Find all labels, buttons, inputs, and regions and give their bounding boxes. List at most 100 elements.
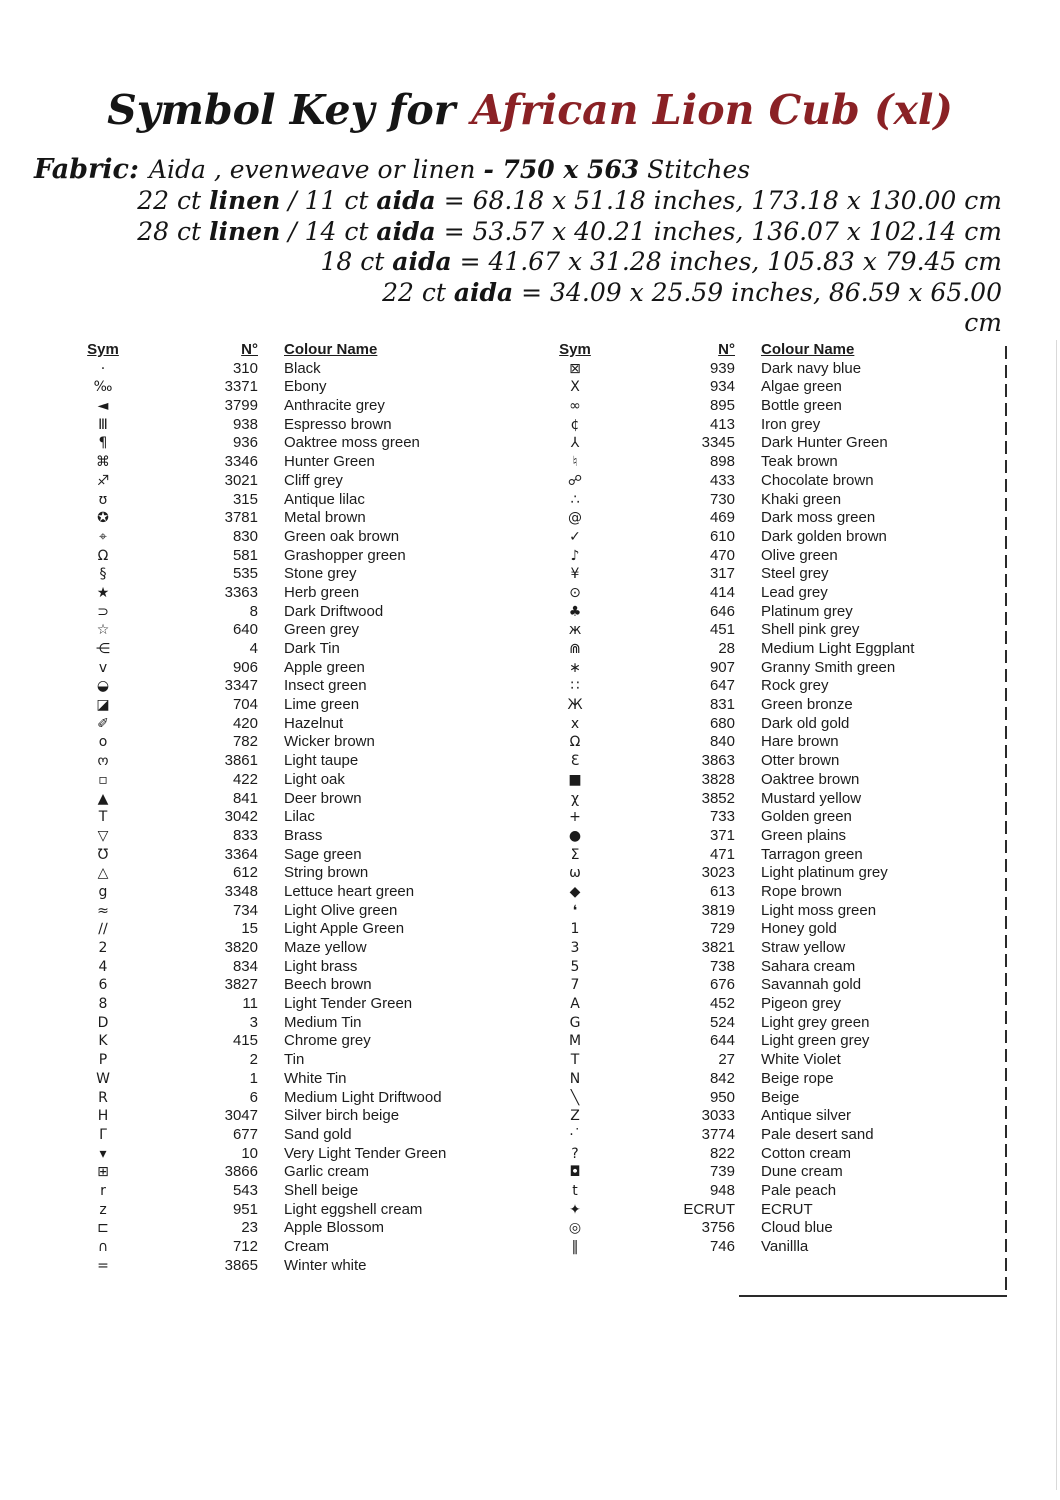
text-segment: = 68.18 x 51.18 inches, 173.18 x 130.00 … xyxy=(435,186,1002,215)
table-row: G 524 Light grey green xyxy=(532,1014,914,1033)
number-cell: 746 xyxy=(709,1238,735,1255)
number-cell: 3820 xyxy=(224,939,258,956)
table-row: t 948 Pale peach xyxy=(532,1182,914,1201)
symbol-cell: r xyxy=(100,1182,106,1199)
number-cell: 420 xyxy=(232,714,258,732)
colour-name-cell: Light moss green xyxy=(761,901,877,919)
table-row: 4 834 Light brass xyxy=(60,958,446,977)
colour-name-cell: Bottle green xyxy=(761,397,842,415)
symbol-cell: ☍ xyxy=(567,472,583,489)
colour-name-cell: Insect green xyxy=(284,677,367,695)
number-cell: 704 xyxy=(232,696,258,714)
symbol-cell: ● xyxy=(568,827,582,844)
colour-name-cell: Oaktree brown xyxy=(761,770,860,788)
table-row: @469 Dark moss green xyxy=(532,509,914,528)
title-prefix: Symbol Key for xyxy=(107,86,456,134)
colour-name-cell: Medium Light Eggplant xyxy=(761,640,915,657)
table-row: ✪ 3781 Metal brown xyxy=(60,509,446,528)
colour-name-cell: Green plains xyxy=(761,826,847,844)
table-row: ⊞ 3866 Garlic cream xyxy=(60,1163,446,1182)
table-row: 3 3821 Straw yellow xyxy=(532,939,914,958)
symbol-cell: ? xyxy=(571,1145,579,1162)
colour-name-cell: Steel grey xyxy=(761,565,829,583)
symbol-cell: Ʊ xyxy=(97,846,109,863)
fabric-line: Fabric: Aida , evenweave or linen - 750 x… xyxy=(34,154,750,185)
number-cell: 712 xyxy=(232,1238,258,1255)
colour-name-cell: Light Tender Green xyxy=(284,995,413,1013)
symbol-cell: ◄ xyxy=(97,398,109,415)
table-row: Σ 471 Tarragon green xyxy=(532,846,914,865)
table-row: A 452 Pigeon grey xyxy=(532,995,914,1014)
table-row: ‰ 3371 Ebony xyxy=(60,378,446,397)
number-cell: 939 xyxy=(709,359,735,377)
header-colour-name: Colour Name xyxy=(761,341,855,358)
table-row: ∕∕ 15 Light Apple Green xyxy=(60,920,446,939)
symbol-cell: 6 xyxy=(98,977,108,994)
number-cell: 433 xyxy=(709,471,735,489)
number-cell: 833 xyxy=(232,826,258,844)
text-segment: aida xyxy=(453,277,514,307)
symbol-cell: ♣ xyxy=(568,603,582,620)
colour-name-cell: Light taupe xyxy=(284,752,359,770)
table-row: ? 822 Cotton cream xyxy=(532,1145,914,1164)
table-row: ● 371 Green plains xyxy=(532,827,914,846)
number-cell: 422 xyxy=(232,770,258,788)
table-row: ♣ 646 Platinum grey xyxy=(532,603,914,622)
colour-name-cell: Deer brown xyxy=(284,789,362,807)
symbol-cell: ∞ xyxy=(569,398,581,415)
colour-name-cell: Cloud blue xyxy=(761,1219,833,1237)
colour-name-cell: Light grey green xyxy=(761,1013,870,1031)
colour-name-cell: Light eggshell cream xyxy=(284,1200,423,1218)
size-line: 18 ct aida = 41.67 x 31.28 inches, 105.8… xyxy=(137,247,1002,278)
table-row: · 310 Black xyxy=(60,360,446,379)
colour-name-cell: Grashopper green xyxy=(284,546,406,564)
table-row: o 782 Wicker brown xyxy=(60,733,446,752)
colour-name-cell: Hazelnut xyxy=(284,714,344,732)
table-row: △ 612 String brown xyxy=(60,864,446,883)
number-cell: 842 xyxy=(709,1069,735,1087)
number-cell: 15 xyxy=(241,920,258,938)
colour-name-cell: Light green grey xyxy=(761,1032,870,1050)
table-row: ▽ 833 Brass xyxy=(60,827,446,846)
symbol-cell: § xyxy=(99,566,107,583)
number-cell: 730 xyxy=(709,490,735,508)
header-sym: Sym xyxy=(87,341,119,358)
symbol-cell: ⊏ xyxy=(97,1220,109,1237)
title-pattern-name: African Lion Cub (xl) xyxy=(471,86,953,134)
symbol-cell: t xyxy=(572,1182,578,1199)
symbol-cell: ж xyxy=(568,622,582,639)
symbol-cell: + xyxy=(569,809,581,826)
symbol-cell: ᴠ xyxy=(98,659,108,676)
table-row: 1 729 Honey gold xyxy=(532,920,914,939)
symbol-cell: ∴ xyxy=(570,491,580,508)
number-cell: 3346 xyxy=(224,453,258,471)
table-row: Ʊ 3364 Sage green xyxy=(60,846,446,865)
number-cell: 3819 xyxy=(701,901,735,919)
symbol-cell: ⊃ xyxy=(97,603,109,620)
colour-name-cell: Light platinum grey xyxy=(761,864,888,882)
number-cell: 3033 xyxy=(701,1107,735,1125)
colour-name-cell: Dark Hunter Green xyxy=(761,434,888,452)
symbol-cell: ⅄ xyxy=(570,435,580,452)
table-row: ⊠ 939 Dark navy blue xyxy=(532,360,914,379)
table-row: P 2 Tin xyxy=(60,1051,446,1070)
header-number: N° xyxy=(718,341,735,358)
colour-name-cell: Espresso brown xyxy=(284,415,392,433)
number-cell: 677 xyxy=(232,1125,258,1143)
table-row: = 3865 Winter white xyxy=(60,1257,446,1276)
number-cell: ECRUT xyxy=(683,1200,735,1218)
table-row: ⌘ 3346 Hunter Green xyxy=(60,453,446,472)
number-cell: 613 xyxy=(709,882,735,900)
colour-name-cell: Beige xyxy=(761,1088,800,1106)
table-row: 2 3820 Maze yellow xyxy=(60,939,446,958)
number-cell: 3371 xyxy=(224,378,258,396)
number-cell: 3364 xyxy=(224,845,258,863)
colour-name-cell: Medium Light Driftwood xyxy=(284,1088,442,1106)
number-cell: 3042 xyxy=(224,808,258,826)
colour-name-cell: Beech brown xyxy=(284,976,372,994)
number-cell: 610 xyxy=(709,527,735,545)
table-row: N 842 Beige rope xyxy=(532,1070,914,1089)
number-cell: 822 xyxy=(709,1144,735,1162)
colour-name-cell: Metal brown xyxy=(284,509,366,527)
table-row: Ω 840 Hare brown xyxy=(532,733,914,752)
